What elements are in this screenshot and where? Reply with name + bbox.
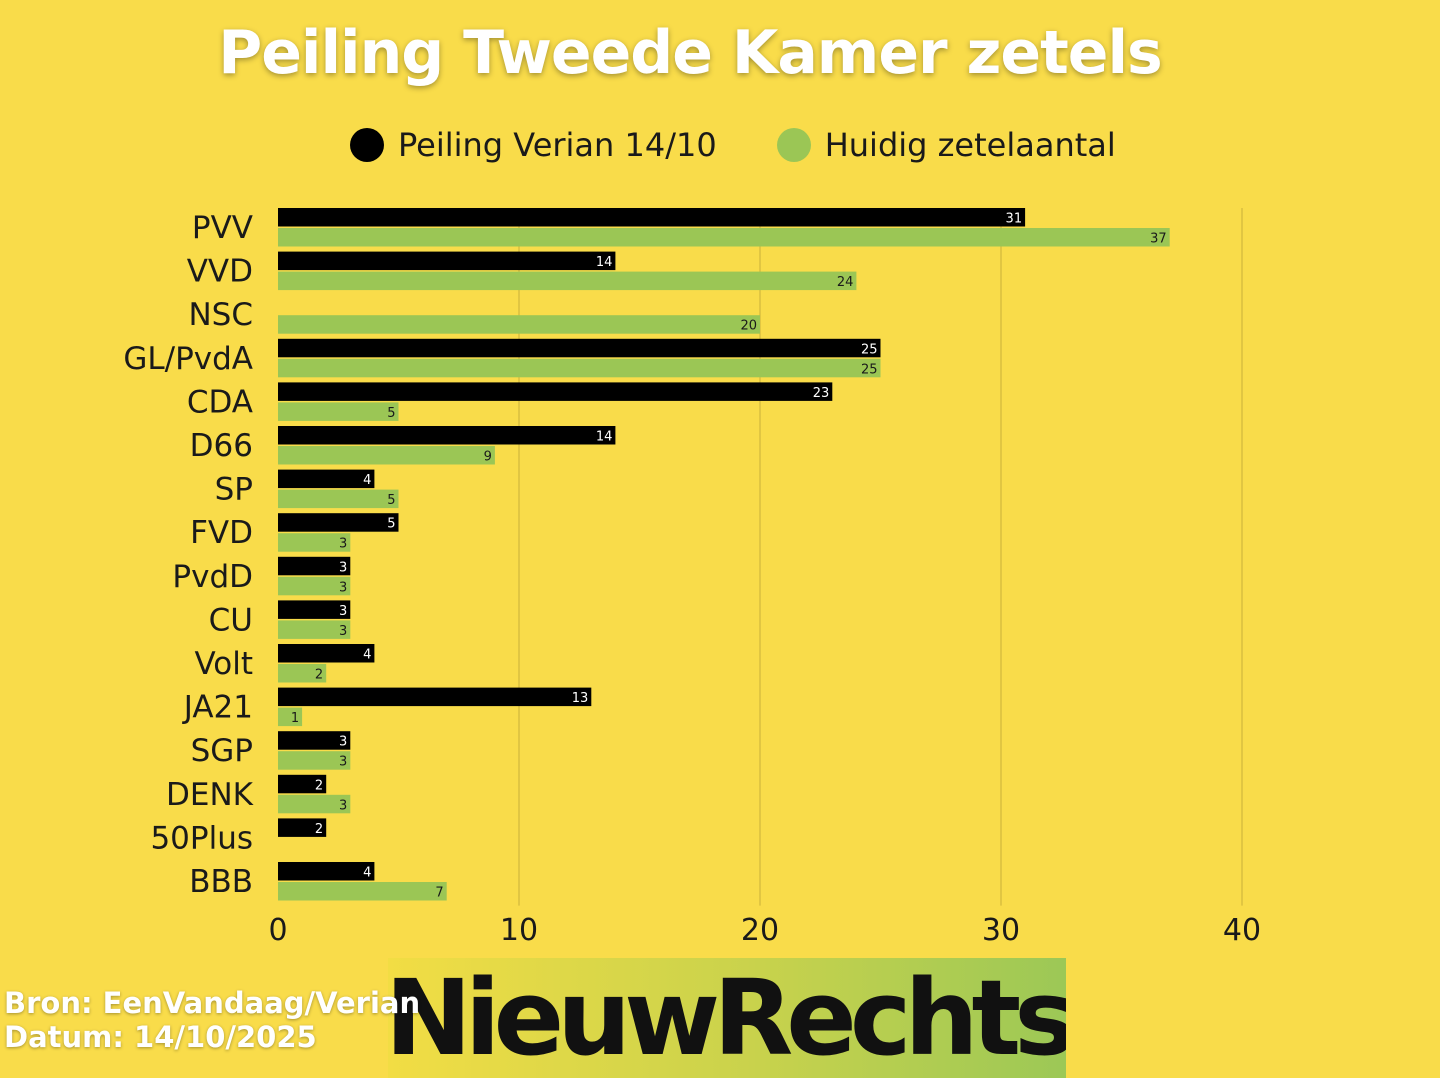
legend-dot-poll: [350, 128, 384, 162]
category-label: PvdD: [172, 559, 253, 595]
bar: [278, 620, 351, 639]
bar: [278, 664, 327, 683]
x-tick-label: 20: [741, 913, 779, 948]
data-label: 5: [387, 517, 395, 532]
category-label: NSC: [188, 297, 253, 333]
x-tick-label: 0: [268, 913, 287, 948]
data-label: 4: [363, 473, 371, 488]
data-label: 2: [315, 668, 323, 683]
bar: [278, 707, 303, 727]
data-label: 20: [740, 319, 757, 334]
source-note: Bron: EenVandaag/Verian Datum: 14/10/202…: [4, 986, 420, 1054]
x-tick-label: 30: [982, 913, 1020, 948]
data-label: 7: [435, 886, 443, 901]
bar: [278, 208, 1026, 227]
legend-item-poll: Peiling Verian 14/10: [350, 126, 717, 164]
data-label: 2: [315, 822, 323, 837]
category-label: CU: [209, 602, 253, 638]
data-label: 25: [861, 362, 878, 377]
category-label: DENK: [166, 777, 254, 813]
data-label: 31: [1006, 212, 1023, 227]
category-label: GL/PvdA: [123, 341, 253, 377]
data-label: 14: [596, 255, 613, 270]
legend-label-poll: Peiling Verian 14/10: [398, 126, 717, 164]
source-line: Bron: EenVandaag/Verian: [4, 986, 421, 1020]
category-label: CDA: [187, 384, 253, 420]
category-label: 50Plus: [150, 820, 253, 856]
bar: [278, 382, 833, 401]
bar: [278, 402, 399, 421]
bar: [278, 576, 351, 596]
data-label: 3: [339, 755, 347, 770]
data-label: 3: [339, 604, 347, 619]
data-label: 3: [339, 735, 347, 750]
bar: [278, 862, 375, 881]
bar: [278, 251, 616, 271]
bar: [278, 271, 857, 291]
legend-label-current: Huidig zetelaantal: [824, 126, 1116, 164]
data-label: 9: [484, 450, 492, 465]
data-label: 2: [315, 778, 323, 793]
bar: [278, 426, 616, 445]
data-label: 37: [1150, 232, 1167, 247]
bar: [278, 533, 351, 552]
x-tick-label: 10: [500, 913, 538, 948]
data-label: 13: [572, 691, 589, 706]
data-label: 23: [813, 386, 830, 401]
bar: [278, 644, 375, 663]
data-label: 1: [291, 711, 299, 726]
logo-text: NieuwRechts: [388, 958, 1066, 1078]
brand-logo: NieuwRechts: [388, 958, 1066, 1078]
bar: [278, 556, 351, 576]
data-label: 3: [339, 798, 347, 813]
data-label: 5: [387, 493, 395, 508]
category-label: SGP: [191, 733, 253, 769]
data-label: 4: [363, 648, 371, 663]
bar: [278, 731, 351, 750]
category-label: BBB: [189, 864, 253, 900]
x-tick-label: 40: [1223, 913, 1261, 948]
bar: [278, 338, 881, 358]
category-label: Volt: [194, 646, 253, 682]
bar: [278, 794, 351, 814]
data-label: 5: [387, 406, 395, 421]
legend-dot-current: [776, 128, 811, 162]
bar: [278, 774, 327, 794]
bar: [278, 489, 399, 509]
category-label: JA21: [182, 690, 253, 726]
bar: [278, 469, 375, 489]
bar: [278, 513, 399, 532]
data-label: 3: [339, 560, 347, 575]
bar: [278, 446, 495, 465]
category-label: FVD: [190, 515, 253, 551]
legend-item-current: Huidig zetelaantal: [776, 126, 1116, 164]
category-label: D66: [190, 428, 253, 464]
bar: [278, 600, 351, 619]
category-label: PVV: [192, 210, 253, 246]
chart-title: Peiling Tweede Kamer zetels: [218, 18, 1163, 88]
bar: [278, 751, 351, 770]
data-label: 25: [861, 342, 878, 357]
data-label: 3: [339, 624, 347, 639]
bar: [278, 687, 592, 707]
bar: [278, 882, 447, 901]
chart-legend: Peiling Verian 14/10 Huidig zetelaantal: [350, 122, 1176, 168]
bar: [278, 315, 760, 334]
bar: [278, 358, 881, 378]
category-label: VVD: [187, 254, 253, 290]
data-label: 4: [363, 866, 371, 881]
data-label: 3: [339, 537, 347, 552]
data-label: 3: [339, 580, 347, 595]
bar: [278, 228, 1170, 247]
bar: [278, 818, 327, 837]
date-line: Datum: 14/10/2025: [4, 1020, 317, 1054]
data-label: 14: [596, 430, 613, 445]
data-label: 24: [837, 275, 854, 290]
category-label: SP: [215, 472, 253, 508]
